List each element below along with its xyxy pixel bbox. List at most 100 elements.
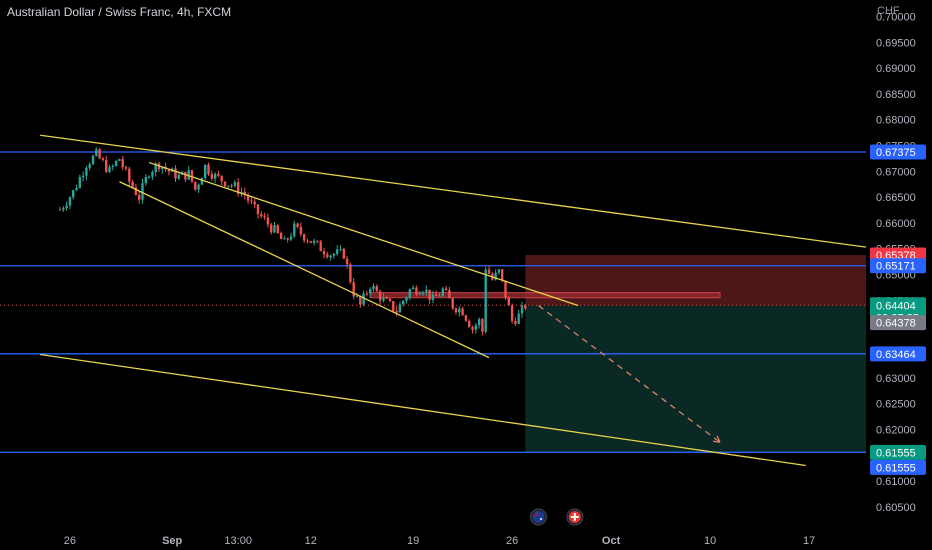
candle	[435, 290, 438, 297]
level-tag-1-text: 0.65171	[876, 261, 916, 273]
candle-body	[141, 183, 144, 200]
ch-flag-cross	[570, 513, 579, 521]
candle	[88, 162, 91, 171]
candle-body	[293, 223, 296, 237]
candle-body	[131, 181, 134, 188]
secondary-price-tag: 0.64378	[870, 315, 926, 331]
candles	[58, 147, 527, 336]
candle	[451, 297, 454, 310]
candle	[461, 306, 464, 316]
candle-body	[345, 258, 349, 265]
candle-body	[464, 315, 468, 321]
take-profit-zone	[525, 305, 866, 453]
candle	[95, 147, 98, 157]
candle	[322, 247, 326, 259]
candle	[524, 303, 527, 311]
candle	[309, 241, 312, 244]
candle	[174, 165, 177, 182]
time-tick-label: 12	[305, 535, 317, 547]
candle	[425, 285, 428, 297]
candle-body	[187, 170, 190, 180]
candle	[296, 222, 299, 229]
time-axis-background	[0, 530, 866, 550]
time-tick-label: 19	[407, 535, 419, 547]
candle	[303, 233, 306, 243]
candle	[250, 196, 253, 205]
candle-body	[270, 224, 273, 233]
candle-body	[78, 177, 81, 188]
ch-flag-icon[interactable]	[566, 508, 584, 526]
candle	[108, 164, 111, 174]
candle-body	[477, 319, 481, 326]
candle	[128, 166, 131, 186]
candle	[421, 290, 425, 296]
candle	[411, 285, 415, 290]
trendline	[119, 181, 490, 359]
candle-body	[418, 293, 421, 295]
level-tag-2-bg	[870, 346, 926, 362]
candle	[194, 181, 197, 192]
candle-body	[62, 208, 65, 210]
candle-body	[520, 305, 524, 314]
candle-body	[484, 269, 487, 332]
candle	[58, 206, 62, 211]
candle	[217, 170, 220, 177]
candle-body	[253, 201, 256, 205]
candle-body	[230, 185, 233, 187]
candle-body	[154, 163, 157, 172]
candle	[398, 301, 402, 313]
candle-body	[75, 187, 78, 191]
candle-body	[441, 288, 444, 296]
candle-body	[517, 313, 520, 324]
candle-body	[58, 209, 62, 211]
candle-body	[458, 308, 461, 313]
candle	[121, 155, 124, 171]
secondary-price-tag-text: 0.64378	[876, 318, 916, 330]
time-tick-label: Sep	[162, 535, 182, 547]
currency-label: CHF	[877, 5, 900, 17]
candle	[369, 287, 372, 298]
candle	[204, 164, 207, 180]
candle-body	[118, 158, 121, 161]
target-price-tag-text: 0.61555	[876, 447, 916, 459]
time-tick-label: 26	[506, 535, 518, 547]
candle	[388, 297, 392, 303]
price-tick-label: 0.70000	[876, 12, 916, 24]
candle	[184, 171, 187, 183]
candle-body	[105, 159, 108, 172]
candle-body	[184, 171, 187, 180]
candle-body	[428, 289, 431, 300]
candle-body	[507, 297, 510, 306]
candle	[517, 309, 520, 325]
candle-body	[217, 173, 220, 176]
candle	[246, 192, 250, 204]
candle	[339, 245, 342, 252]
candle-body	[111, 165, 114, 167]
candle	[448, 286, 451, 299]
candle	[415, 285, 418, 297]
candle-body	[246, 195, 250, 201]
candle	[484, 266, 487, 334]
candle	[260, 211, 263, 219]
candle	[81, 171, 85, 182]
candle	[345, 255, 349, 269]
candle	[520, 301, 524, 318]
time-tick-label: 26	[64, 535, 76, 547]
candle-body	[243, 191, 246, 196]
candle	[372, 283, 375, 292]
symbol-title: Australian Dollar / Swiss Franc, 4h, FXC…	[7, 5, 232, 19]
candle	[279, 231, 283, 240]
au-flag-icon[interactable]	[530, 508, 547, 526]
level-tag-0-text: 0.67375	[876, 147, 916, 159]
candle	[418, 290, 421, 295]
candle	[477, 317, 481, 329]
candle-body	[114, 160, 118, 166]
candle-body	[91, 155, 95, 165]
candle-body	[382, 297, 385, 301]
candle-body	[210, 174, 213, 179]
candle	[352, 277, 355, 300]
level-tag-1: 0.65171	[870, 258, 926, 274]
candle	[273, 222, 276, 234]
candle-body	[322, 251, 326, 255]
